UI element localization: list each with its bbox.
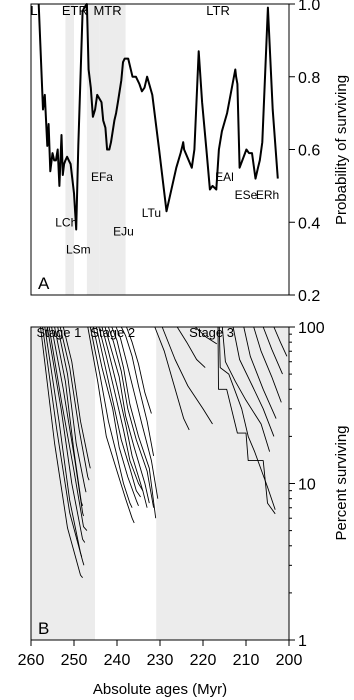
panel-a-y-ticks: 0.2 0.4 0.6 0.8 1.0: [289, 0, 320, 305]
survivorship-curve-10: [62, 326, 91, 469]
period-label-mtr: MTR: [93, 3, 121, 18]
x-tick-label-0: 260: [18, 652, 45, 669]
panel-b-x-ticks: 260 250 240 230 220 210 200: [18, 640, 303, 669]
event-label-efa: EFa: [91, 170, 113, 184]
event-label-eal: EAl: [215, 170, 234, 184]
survival-probability-line: [37, 3, 279, 231]
x-tick-label-2: 240: [104, 652, 131, 669]
event-label-ltu: LTu: [142, 206, 161, 220]
survivorship-curve-31: [243, 326, 277, 419]
survivorship-curve-16: [101, 326, 148, 508]
panel-b-label: B: [38, 619, 49, 638]
panel-b-series: [40, 326, 288, 578]
survivorship-curve-17: [104, 326, 150, 504]
panel-a-y-tick-label-2: 0.6: [298, 143, 320, 160]
survivorship-curve-11: [87, 326, 135, 524]
survivorship-curve-24: [161, 326, 213, 425]
survivorship-curve-7: [54, 326, 84, 506]
panel-a-series: [37, 3, 279, 231]
event-label-ese: ESe: [235, 188, 258, 202]
x-tick-label-4: 220: [190, 652, 217, 669]
panel-a-y-tick-label-3: 0.8: [298, 70, 320, 87]
panel-a-shade-0: [65, 4, 74, 295]
x-tick-label-1: 250: [61, 652, 88, 669]
survivorship-curve-1: [40, 326, 83, 578]
period-label-ltr: LTR: [206, 3, 230, 18]
survivorship-curve-9: [59, 326, 90, 481]
event-label-erh: ERh: [256, 188, 279, 202]
survivorship-curve-3: [44, 326, 83, 557]
x-tick-label-6: 200: [276, 652, 303, 669]
survivorship-curve-19: [111, 326, 157, 519]
panel-a-y-axis-label: Probability of surviving: [333, 75, 350, 225]
panel-a-y-tick-label-0: 0.2: [298, 288, 320, 305]
survivorship-curve-13: [92, 326, 139, 506]
event-label-lch: LCh: [55, 215, 77, 229]
survivorship-curve-27: [217, 326, 276, 515]
survivorship-curve-30: [232, 326, 275, 437]
survivorship-curve-22: [126, 326, 152, 414]
survivorship-curve-29: [221, 326, 271, 452]
survivorship-curve-26: [194, 326, 218, 345]
survivorship-curve-32: [253, 326, 282, 403]
panel-b-shade-1: [156, 327, 289, 640]
x-tick-label-5: 210: [233, 652, 260, 669]
survivorship-curve-15: [98, 326, 144, 491]
survivorship-curve-14: [95, 326, 141, 498]
panel-b-shading: [31, 327, 289, 640]
survivorship-curve-8: [57, 326, 87, 493]
survivorship-curve-28: [218, 326, 276, 510]
survivorship-curve-12: [89, 326, 133, 508]
survivorship-curve-2: [42, 326, 85, 566]
survivorship-curve-21: [120, 326, 155, 456]
survivorship-curve-33: [262, 326, 283, 375]
panel-a-shade-3: [110, 4, 126, 295]
panel-a-y-tick-label-1: 0.4: [298, 215, 320, 232]
survivorship-curve-18: [107, 326, 155, 508]
panel-a: 0.20.40.60.81.0 L ETR MTR LTR LChLSmEFaEJuL…: [30, 0, 350, 305]
x-tick-label-3: 230: [147, 652, 174, 669]
panel-a-y-tick-label-4: 1.0: [298, 0, 320, 14]
period-label-etr: ETR: [62, 3, 88, 18]
panel-a-period-labels: L ETR MTR LTR: [30, 3, 229, 18]
period-label-l: L: [30, 3, 37, 18]
panel-b-y-tick-label-2: 100: [298, 320, 325, 337]
survivorship-curve-5: [48, 326, 88, 531]
panel-b-y-ticks: 1 10 100: [289, 320, 325, 650]
event-label-lsm: LSm: [66, 243, 91, 257]
panel-b-y-axis-label: Percent surviving: [333, 425, 350, 540]
panel-b-y-tick-label-0: 1: [298, 633, 307, 650]
panel-b-y-tick-label-1: 10: [298, 477, 316, 494]
survivorship-curve-34: [273, 326, 288, 357]
panel-a-label: A: [38, 274, 50, 293]
survivorship-curve-4: [46, 326, 86, 543]
x-axis-label: Absolute ages (Myr): [93, 681, 227, 698]
event-label-eju: EJu: [113, 224, 134, 238]
survivorship-curve-25: [176, 326, 206, 368]
survivorship-curve-23: [154, 326, 190, 431]
survivorship-curve-20: [115, 326, 159, 499]
panel-b-shade-0: [31, 327, 95, 640]
panel-a-shade-2: [99, 4, 111, 295]
